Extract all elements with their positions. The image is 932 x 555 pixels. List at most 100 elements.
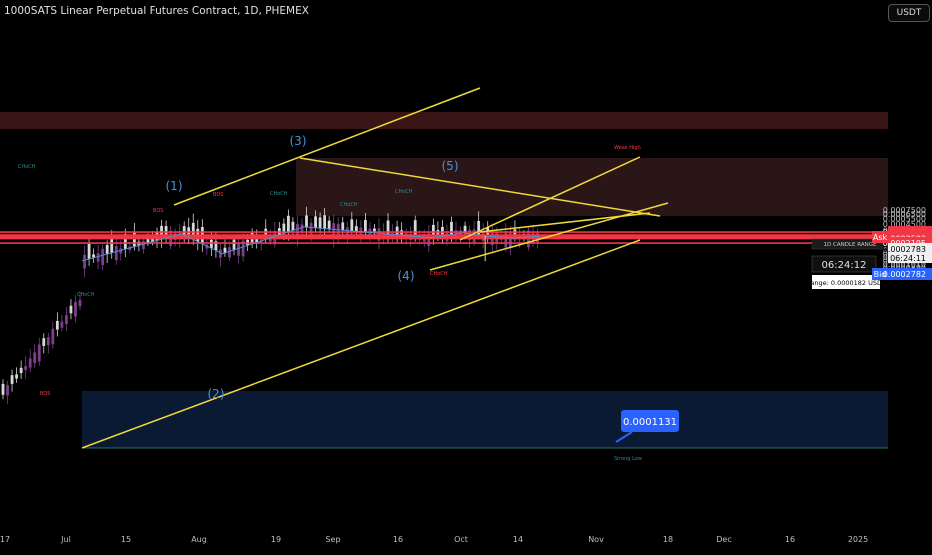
structure-label: BOS: [40, 391, 50, 397]
structure-label: Strong Low: [614, 456, 642, 462]
wave-label: (4): [398, 269, 415, 283]
candle-body: [364, 219, 367, 233]
candle-body: [55, 320, 59, 330]
trend-line: [173, 87, 481, 206]
candle-body: [368, 228, 372, 239]
candle-body: [65, 315, 68, 324]
candle-body: [373, 228, 376, 233]
last-price-box: [888, 243, 932, 263]
time-axis-bg: [0, 530, 932, 550]
wave-label: (5): [442, 159, 459, 173]
time-tick-label: Jul: [60, 535, 71, 544]
range-badge-text: 1D CANDLE RANGE: [824, 242, 877, 248]
countdown-box: [811, 255, 877, 273]
candle-body: [78, 299, 82, 307]
candle-body: [237, 243, 240, 256]
ask-tag: [872, 231, 888, 243]
candle-body: [223, 247, 227, 253]
candle-body: [69, 305, 73, 314]
candle-body: [513, 229, 517, 238]
price-callout-label: 0.0001131: [623, 417, 677, 428]
candle-body: [386, 220, 390, 235]
candle-body: [92, 254, 95, 258]
demand-zone: [82, 391, 888, 448]
candle-body: [46, 337, 50, 346]
trend-line: [459, 156, 641, 241]
candle-body: [350, 219, 354, 231]
candle-body: [286, 215, 290, 233]
candle-body: [305, 215, 308, 228]
levels-group: [0, 231, 888, 244]
time-tick-label: 2025: [848, 535, 868, 544]
trend-line: [479, 212, 651, 233]
price-callout-pointer: [615, 431, 633, 443]
candle-body: [33, 352, 37, 364]
candle-body: [101, 248, 105, 266]
candle-body: [436, 230, 440, 237]
time-tick-label: 16: [393, 535, 403, 544]
currency-button[interactable]: USDT: [888, 4, 930, 22]
time-axis: 17 Jul 15 Aug 19 Sep 16 Oct 14 Nov 18 Dec 16 2025: [0, 530, 932, 550]
candle-body: [219, 249, 222, 258]
time-tick-label: Oct: [454, 535, 468, 544]
candle-body: [96, 253, 100, 262]
candle-body: [15, 374, 18, 379]
candle-body: [123, 233, 127, 250]
candle-body: [354, 226, 358, 232]
candle-body: [508, 231, 512, 248]
bid-price-box: [888, 268, 932, 280]
price-tick-label: 0.0000890: [883, 263, 926, 272]
candle-body: [459, 230, 462, 238]
time-tick-label: 15: [121, 535, 131, 544]
range-box: 1D CANDLE RANGE 06:24:12 Range: 0.0000182 …: [806, 238, 889, 289]
range-info-box: [812, 275, 880, 289]
candle-body: [332, 223, 336, 239]
candle-body: [291, 221, 295, 231]
candle-body: [110, 237, 114, 253]
candle-body: [282, 223, 286, 234]
price-callout: 0.0001131: [615, 410, 679, 443]
bid-tag-text: Bid: [874, 270, 887, 279]
structure-label: BOS: [213, 192, 223, 198]
structure-label: CHoCH: [270, 191, 288, 197]
structure-label: CHoCH: [340, 202, 358, 208]
bid-tag: [872, 268, 888, 280]
candle-body: [241, 240, 245, 257]
time-tick-label: 18: [663, 535, 673, 544]
price-tick-label: 0.0006500: [883, 210, 926, 219]
trend-line: [299, 157, 661, 217]
time-tick-label: Nov: [588, 535, 604, 544]
candle-body: [6, 385, 9, 396]
elliott-wave-path: [81, 226, 540, 262]
price-tick-label: 0.0004500: [883, 220, 926, 229]
candle-body: [151, 237, 154, 242]
countdown-text: 06:24:12: [822, 260, 867, 271]
candle-body: [318, 217, 322, 229]
candle-body: [413, 220, 417, 237]
candle-body: [19, 367, 23, 374]
candle-body: [232, 239, 236, 250]
price-callout-box: [621, 410, 679, 432]
candle-body: [314, 216, 317, 228]
price-tick-label: 0.0007500: [883, 206, 926, 215]
price-axis-bg: [888, 0, 932, 530]
candle-body: [341, 222, 345, 231]
candle-body: [214, 241, 218, 251]
resistance-zone: [0, 112, 888, 129]
structure-label: CHoCH: [77, 292, 95, 298]
bid-price-text: 0.0002782: [883, 270, 926, 279]
candle-body: [309, 223, 313, 235]
trend-line: [81, 239, 641, 449]
candle-body: [323, 215, 327, 229]
candle-body: [28, 358, 32, 368]
structure-label: CHoCH: [395, 189, 413, 195]
price-tick-label: 0.0005500: [883, 214, 926, 223]
candle-body: [74, 301, 77, 317]
last-price-time: 06:24:11: [890, 254, 926, 263]
time-tick-label: 19: [271, 535, 281, 544]
last-price-text: 0.0002783: [883, 245, 926, 254]
candle-body: [431, 224, 435, 238]
